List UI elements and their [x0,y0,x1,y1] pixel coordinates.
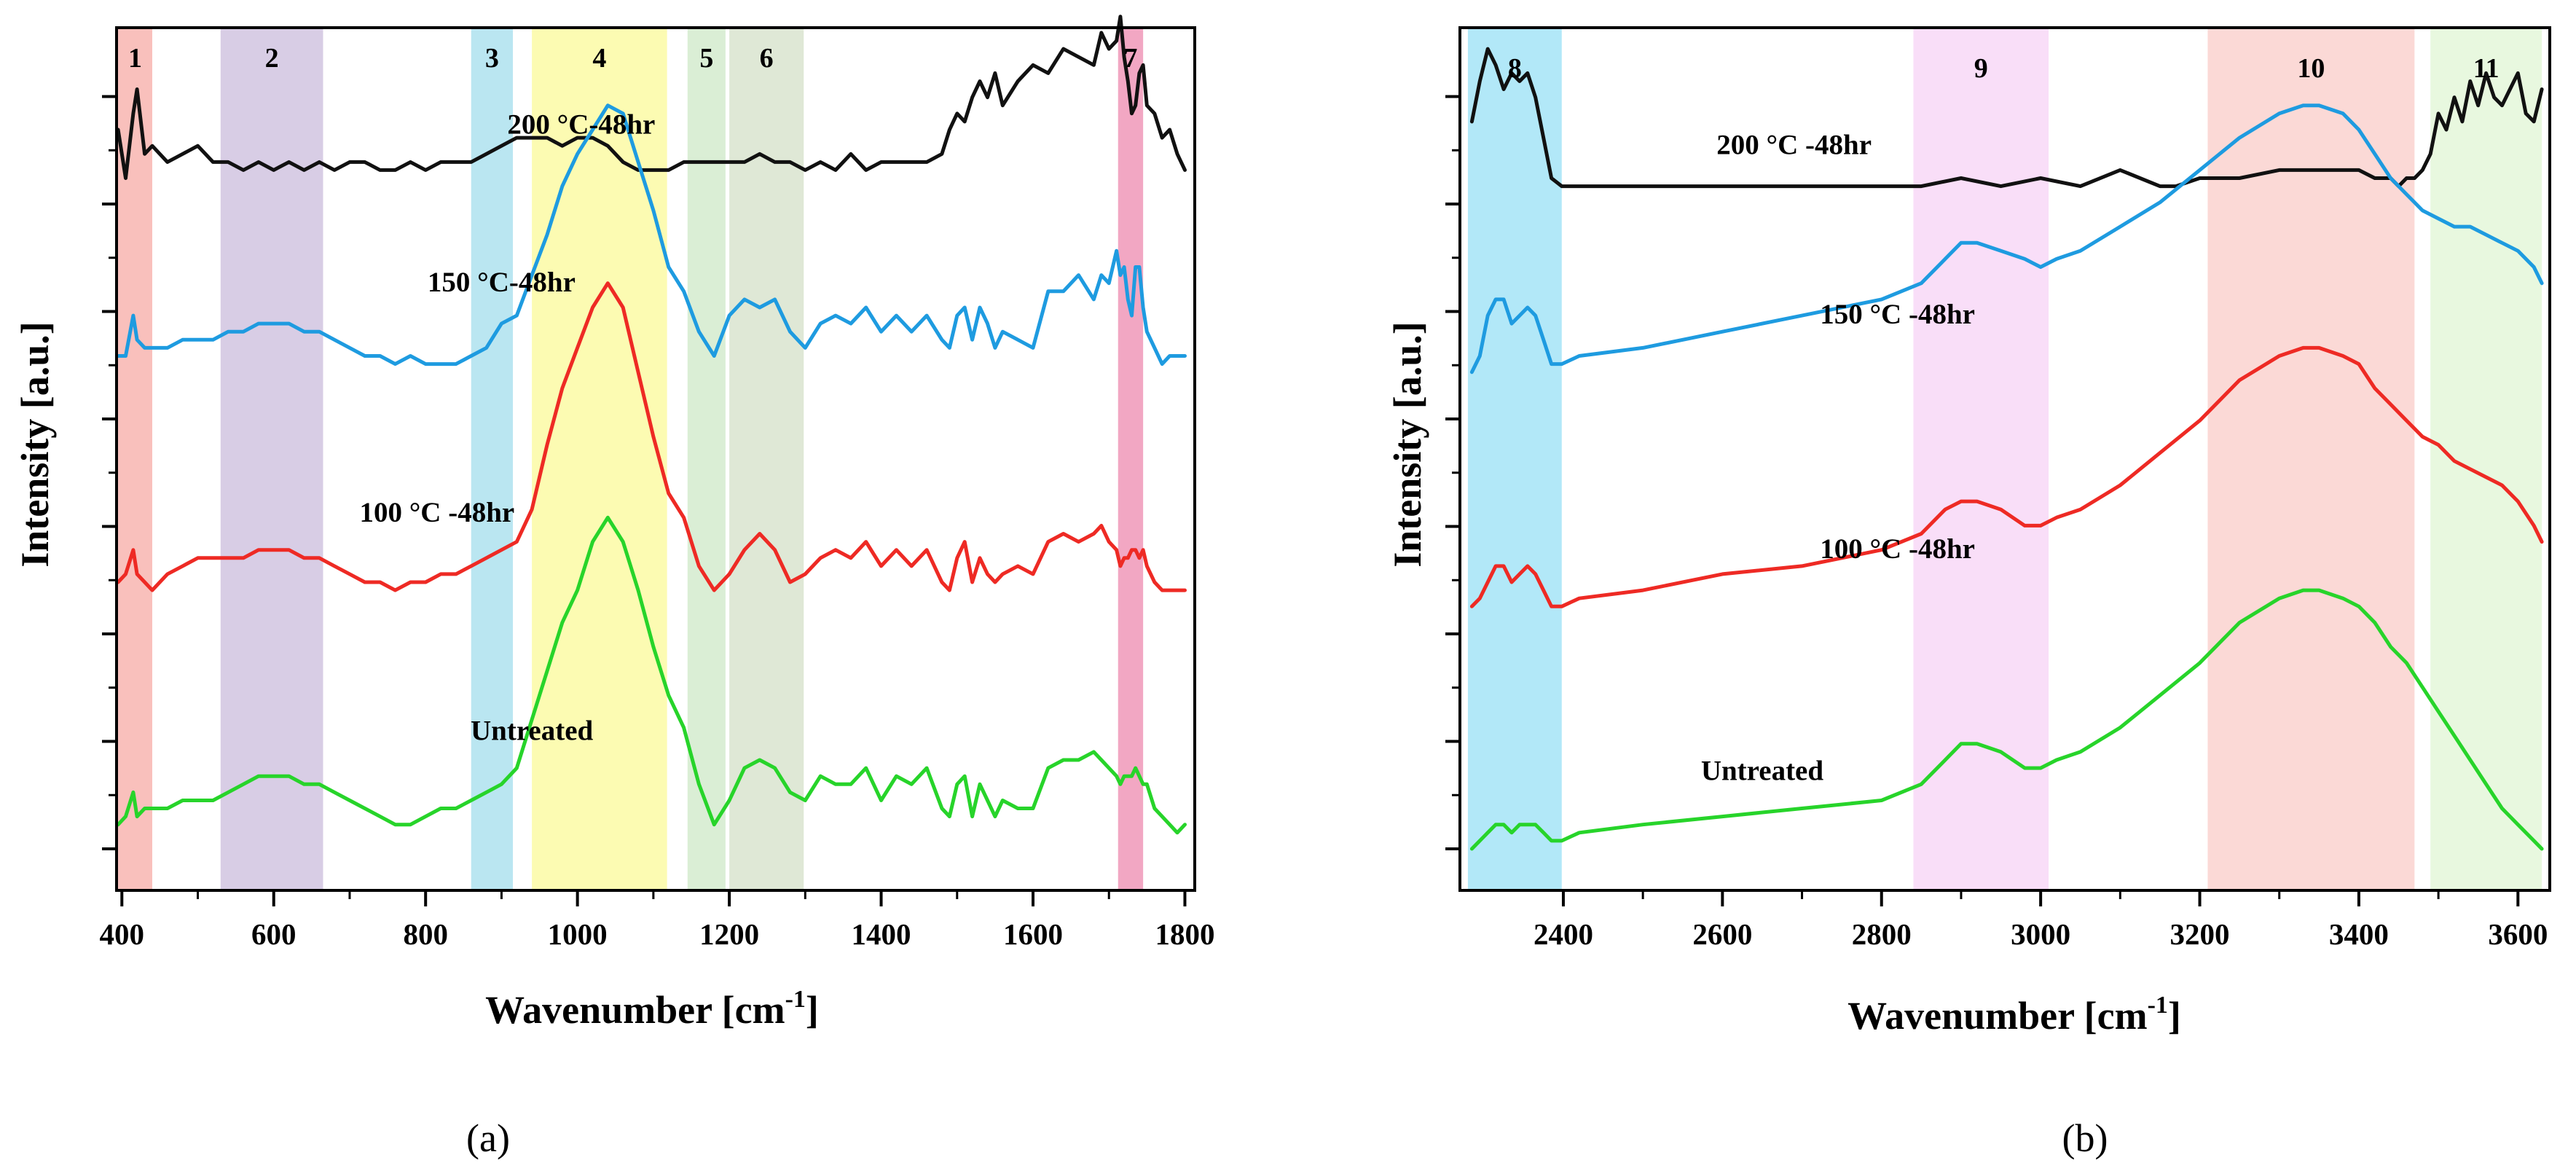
chart-panel-a: 400 600 800 1000 1200 1400 1600 1800 1 2 3 4 5 6 7 200… [13,15,1214,1160]
x-tick-label-a-1000: 1000 [548,917,608,951]
x-axis-label-b-end: ] [2168,994,2181,1038]
band-group-b [1467,29,2542,889]
x-tick-label-a-400: 400 [100,917,145,951]
x-axis-label-b-text: Wavenumber [cm [1847,994,2147,1038]
x-tick-label-a-1600: 1600 [1003,917,1063,951]
x-axis-label-a: Wavenumber [cm-1] [485,986,819,1032]
band-2 [220,29,323,889]
band-4 [532,29,667,889]
x-tick-label-b-3000: 3000 [2011,917,2070,951]
series-group-a [116,15,1187,835]
label-group-a: 1 2 3 4 5 6 7 200 °C-48hr 150 °C-48hr 100 °C -48h… [128,43,1137,746]
series-label-b-200-c-48hr: 200 °C -48hr [1716,129,1872,160]
band-label-10: 10 [2297,53,2325,84]
band-10 [2207,29,2415,889]
x-axis-label-b-sup: -1 [2148,992,2168,1019]
band-group-a [118,29,1144,889]
axes-frame-a [115,26,1196,892]
y-axis-label-a: Intensity [a.u.] [13,321,57,568]
tick-group-b: 2400 2600 2800 3000 3200 3400 3600 [1445,95,2548,951]
x-tick-label-b-3400: 3400 [2329,917,2389,951]
tick-group-a: 400 600 800 1000 1200 1400 1600 1800 [100,95,1214,951]
axes-frame-rect-b [1458,26,2551,892]
band-label-7: 7 [1123,43,1137,74]
x-tick-label-b-2800: 2800 [1852,917,1912,951]
band-label-6: 6 [760,43,774,74]
band-label-9: 9 [1974,53,1988,84]
series-label-a-200-c-48hr: 200 °C-48hr [507,109,655,141]
x-tick-label-b-3200: 3200 [2170,917,2230,951]
band-label-8: 8 [1508,53,1522,84]
series-line-b-untreated [1469,588,2544,851]
band-11 [2430,29,2542,889]
band-label-3: 3 [485,43,499,74]
y-axis-label-b: Intensity [a.u.] [1386,321,1429,568]
band-8 [1467,29,1562,889]
series-group-b [1469,47,2544,851]
sub-caption-a: (a) [466,1116,510,1160]
series-line-a-100-c-48hr [116,281,1187,592]
band-9 [1913,29,2049,889]
chart-panel-b: 2400 2600 2800 3000 3200 3400 3600 8 9 10 11 200 °… [1386,26,2551,1160]
band-label-2: 2 [265,43,279,74]
band-3 [471,29,514,889]
x-tick-label-a-800: 800 [403,917,448,951]
band-label-5: 5 [699,43,713,74]
series-line-a-150-c-48hr [116,103,1187,366]
band-6 [729,29,804,889]
x-tick-label-a-1200: 1200 [699,917,759,951]
series-label-b-150-c-48hr: 150 °C -48hr [1820,299,1975,330]
label-group-b: 8 9 10 11 200 °C -48hr 150 °C -48hr 100 °C -48… [1508,53,2500,787]
band-label-4: 4 [592,43,606,74]
series-label-a-100-c-48hr: 100 °C -48hr [359,497,514,528]
series-label-b-100-c-48hr: 100 °C -48hr [1820,533,1975,565]
x-tick-label-b-3600: 3600 [2488,917,2548,951]
x-tick-label-a-1400: 1400 [852,917,911,951]
series-line-a-untreated [116,515,1187,835]
x-axis-label-a-end: ] [806,988,819,1032]
x-tick-label-b-2400: 2400 [1534,917,1593,951]
series-line-b-150-c-48hr [1469,103,2544,375]
x-tick-label-b-2600: 2600 [1692,917,1752,951]
band-label-11: 11 [2473,53,2500,84]
axes-frame-rect-a [115,26,1196,892]
band-5 [687,29,726,889]
series-label-a-untreated: Untreated [471,715,594,746]
series-label-b-untreated: Untreated [1701,756,1824,787]
band-7 [1118,29,1144,889]
x-axis-label-a-sup: -1 [785,986,806,1013]
axes-frame-b [1458,26,2551,892]
series-line-b-200-c-48hr [1469,47,2544,189]
series-line-a-200-c-48hr [116,15,1187,180]
series-label-a-150-c-48hr: 150 °C-48hr [428,267,576,298]
band-label-1: 1 [128,43,142,74]
x-axis-label-b: Wavenumber [cm-1] [1847,992,2181,1038]
x-tick-label-a-600: 600 [251,917,297,951]
series-line-b-100-c-48hr [1469,345,2544,608]
x-tick-label-a-1800: 1800 [1155,917,1214,951]
sub-caption-b: (b) [2062,1116,2108,1160]
x-axis-label-a-text: Wavenumber [cm [485,988,785,1032]
